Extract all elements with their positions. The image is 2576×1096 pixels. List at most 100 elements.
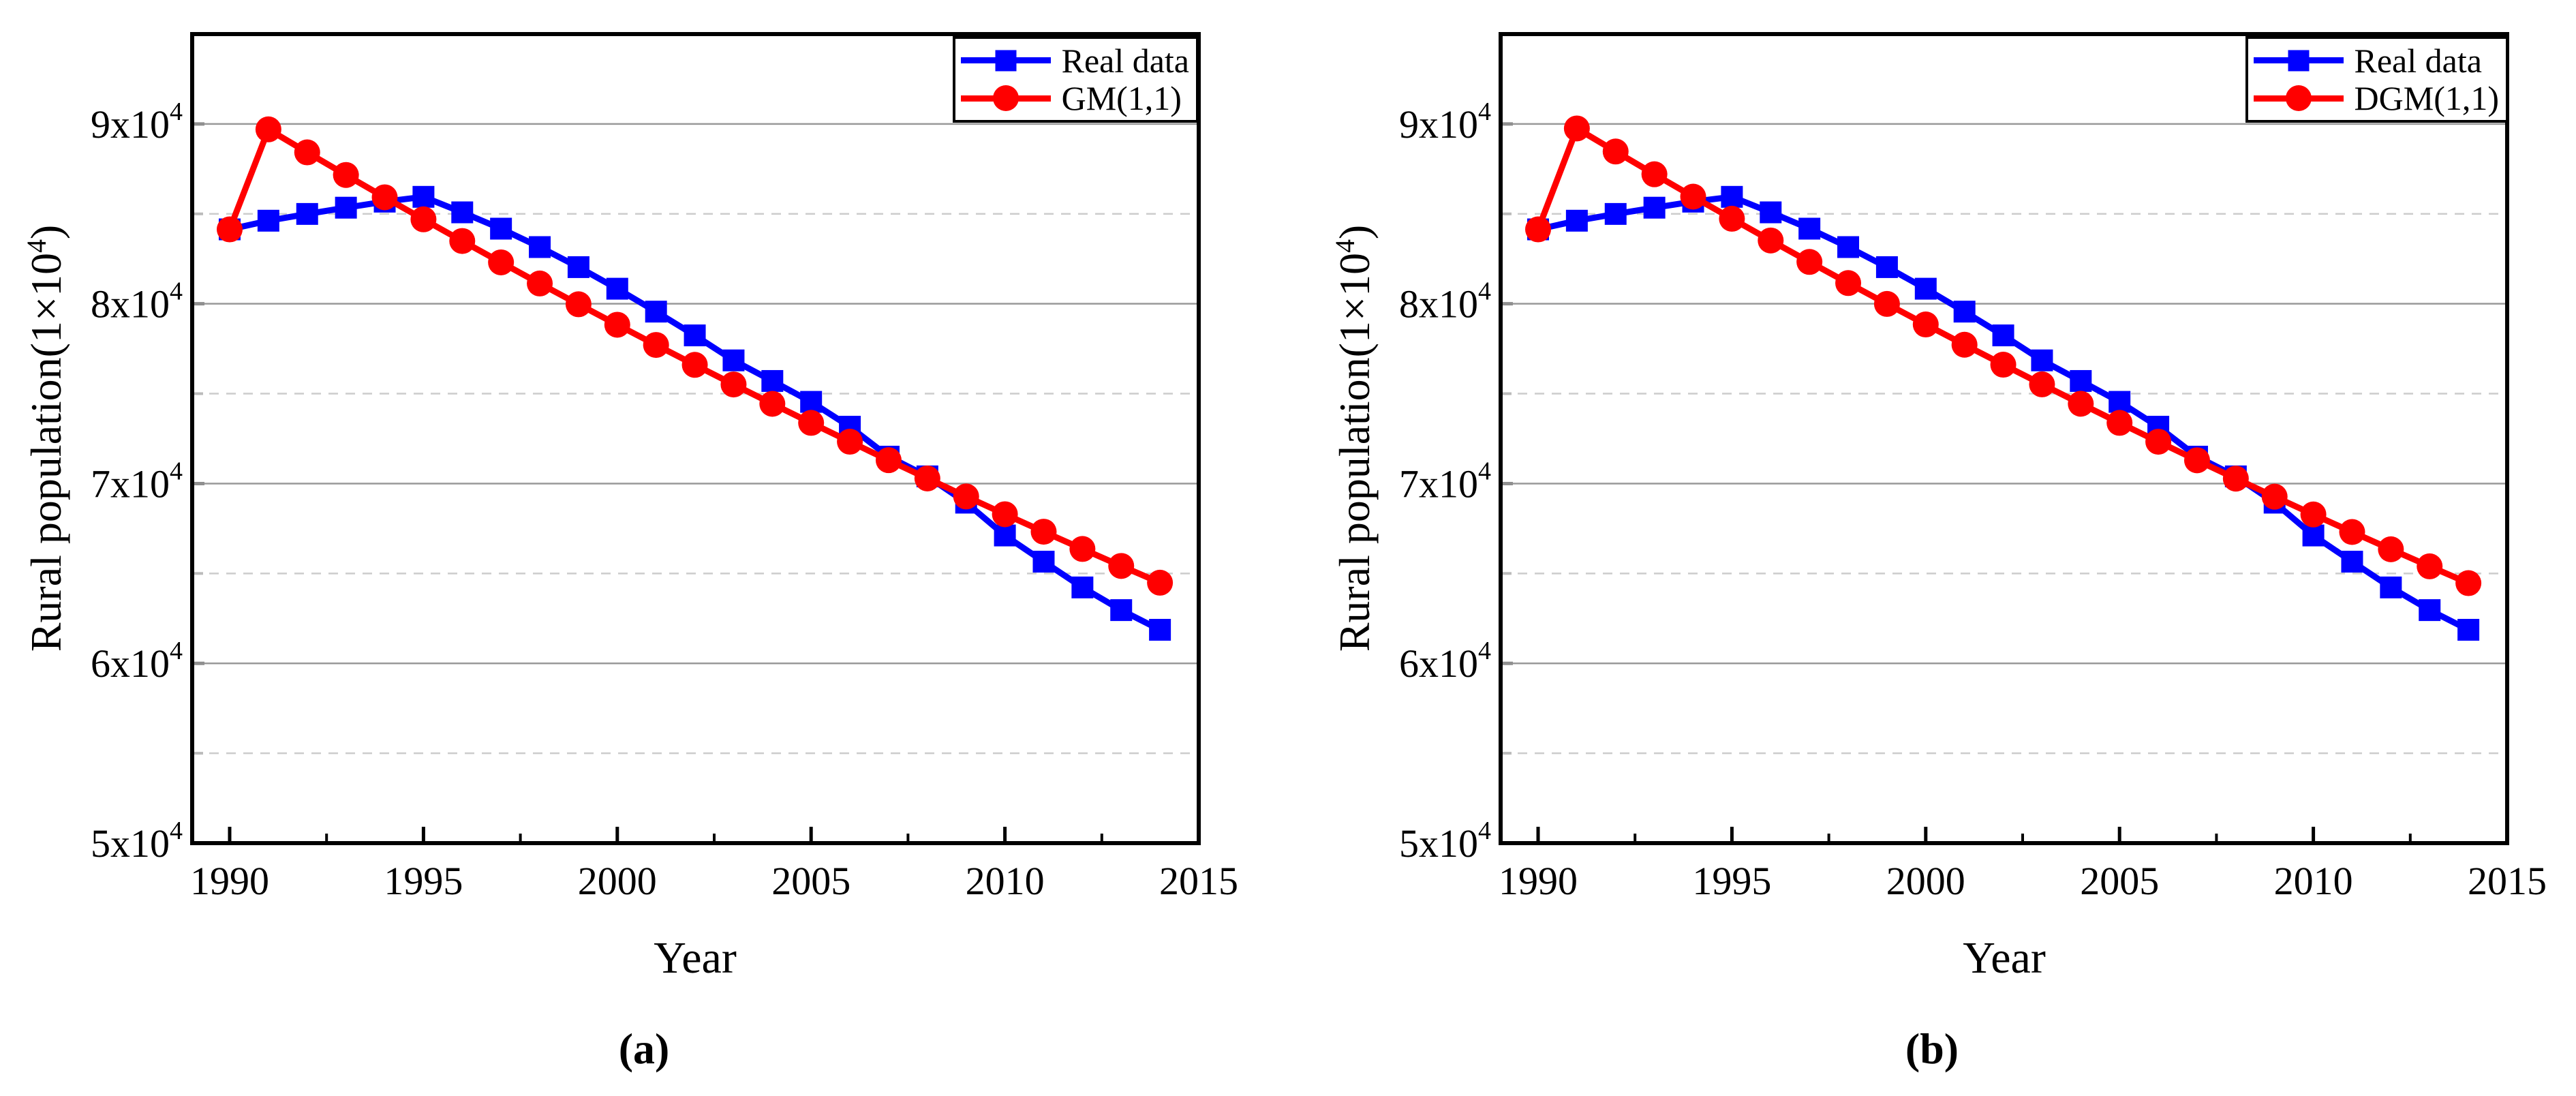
data-point-marker (1835, 270, 1862, 296)
series-real-data (219, 185, 1171, 641)
y-tick-label: 6x104 (1399, 637, 1491, 686)
data-point-marker (296, 202, 318, 225)
data-point-marker (527, 270, 553, 296)
plot-border (190, 32, 1201, 845)
series-dgm-1-1- (1525, 115, 2482, 596)
x-tick-label: 1995 (1692, 859, 1771, 903)
series-gm-1-1- (217, 116, 1174, 596)
data-point-marker (1565, 209, 1588, 232)
data-point-marker (1798, 217, 1821, 240)
data-point-marker (1719, 205, 1745, 232)
data-point-marker (529, 236, 551, 258)
y-axis-title: Rural population(1×104) (1330, 224, 1379, 652)
y-tick-label: 9x104 (1399, 97, 1491, 147)
data-point-marker (257, 209, 279, 232)
legend-label: Real data (2354, 41, 2482, 80)
data-point-marker (255, 116, 281, 142)
x-tick-label: 2015 (2468, 859, 2547, 903)
data-point-marker (2341, 551, 2363, 573)
data-point-marker (800, 391, 823, 413)
x-tick-label: 2000 (578, 859, 657, 903)
series-line (229, 194, 1162, 633)
data-point-marker (2068, 391, 2094, 417)
data-point-marker (1875, 256, 1898, 278)
panel-a: 5x104 6x104 7x104 8x104 9x104 1990 1995 2000 200… (22, 32, 1238, 1073)
data-point-marker (837, 429, 863, 455)
x-tick-label: 2010 (2274, 859, 2353, 903)
data-point-marker (1796, 249, 1823, 275)
data-point-marker (1721, 185, 1743, 208)
data-point-marker (1873, 290, 1900, 317)
data-point-marker (684, 324, 706, 347)
data-point-marker (1990, 352, 2017, 378)
data-point-marker (333, 162, 359, 188)
data-point-marker (604, 311, 630, 338)
data-point-marker (1914, 277, 1937, 300)
data-point-marker (371, 184, 398, 211)
chart-b: 5x104 6x104 7x104 8x104 9x104 1990 1995 2000 200… (1399, 32, 2547, 903)
data-point-marker (994, 524, 1016, 547)
x-axis-title: Year (1963, 933, 2046, 983)
data-point-marker (953, 483, 979, 510)
legend: Real data GM(1,1) (952, 36, 1199, 123)
data-point-marker (759, 391, 786, 417)
series-line (1537, 194, 2470, 633)
x-tick-label: 1990 (1499, 859, 1578, 903)
data-point-marker (681, 352, 708, 378)
legend-label: DGM(1,1) (2354, 79, 2499, 118)
x-tick-label: 1995 (384, 859, 463, 903)
data-point-marker (1108, 553, 1135, 579)
data-point-marker (798, 410, 825, 436)
data-point-marker (1643, 196, 1666, 219)
data-point-marker (1147, 569, 1174, 596)
data-point-marker (2109, 391, 2131, 413)
data-point-marker (1110, 599, 1133, 622)
data-point-marker (1525, 216, 1551, 243)
data-point-marker (565, 291, 592, 318)
data-point-marker (567, 256, 589, 278)
x-tick-label: 2015 (1159, 859, 1238, 903)
data-point-marker (2380, 576, 2402, 598)
data-point-marker (2378, 536, 2404, 562)
data-point-marker (1951, 331, 1978, 358)
data-point-marker (2070, 369, 2092, 392)
y-tick-label: 5x104 (1399, 817, 1491, 866)
y-tick-label: 7x104 (91, 457, 183, 506)
y-tick-label: 6x104 (91, 637, 183, 686)
panel-b: 5x104 6x104 7x104 8x104 9x104 1990 1995 2000 200… (1288, 0, 2576, 1096)
x-tick-label: 2000 (1886, 859, 1965, 903)
plot-border (1499, 32, 2509, 845)
panel-caption-a: (a) (618, 1024, 670, 1073)
data-point-marker (1069, 536, 1096, 562)
x-axis-title: Year (654, 933, 737, 983)
data-point-marker (645, 301, 667, 323)
legend-item: Real data (2253, 41, 2499, 80)
data-point-marker (1837, 236, 1860, 258)
legend-sample (2253, 83, 2344, 113)
data-point-marker (2300, 501, 2327, 528)
data-point-marker (1604, 202, 1627, 225)
legend-sample (960, 46, 1051, 76)
legend-item: GM(1,1) (960, 80, 1189, 117)
data-point-marker (1032, 551, 1055, 573)
data-point-marker (2339, 519, 2365, 545)
data-point-marker (490, 217, 512, 240)
legend-item: DGM(1,1) (2253, 79, 2499, 118)
y-tick-label: 5x104 (91, 817, 183, 866)
data-point-marker (1563, 115, 1590, 142)
panel-caption-b: (b) (1905, 1024, 1959, 1073)
data-point-marker (914, 465, 940, 491)
data-point-marker (1758, 227, 1784, 254)
data-point-marker (2145, 429, 2172, 455)
data-point-marker (451, 201, 474, 224)
data-point-marker (1602, 138, 1629, 165)
legend-sample (2253, 46, 2344, 76)
data-point-marker (720, 371, 747, 398)
data-point-marker (2031, 349, 2053, 371)
data-point-marker (1912, 311, 1939, 338)
data-point-marker (643, 332, 669, 359)
data-point-marker (449, 228, 476, 254)
data-point-marker (875, 447, 902, 474)
data-point-marker (412, 185, 435, 208)
